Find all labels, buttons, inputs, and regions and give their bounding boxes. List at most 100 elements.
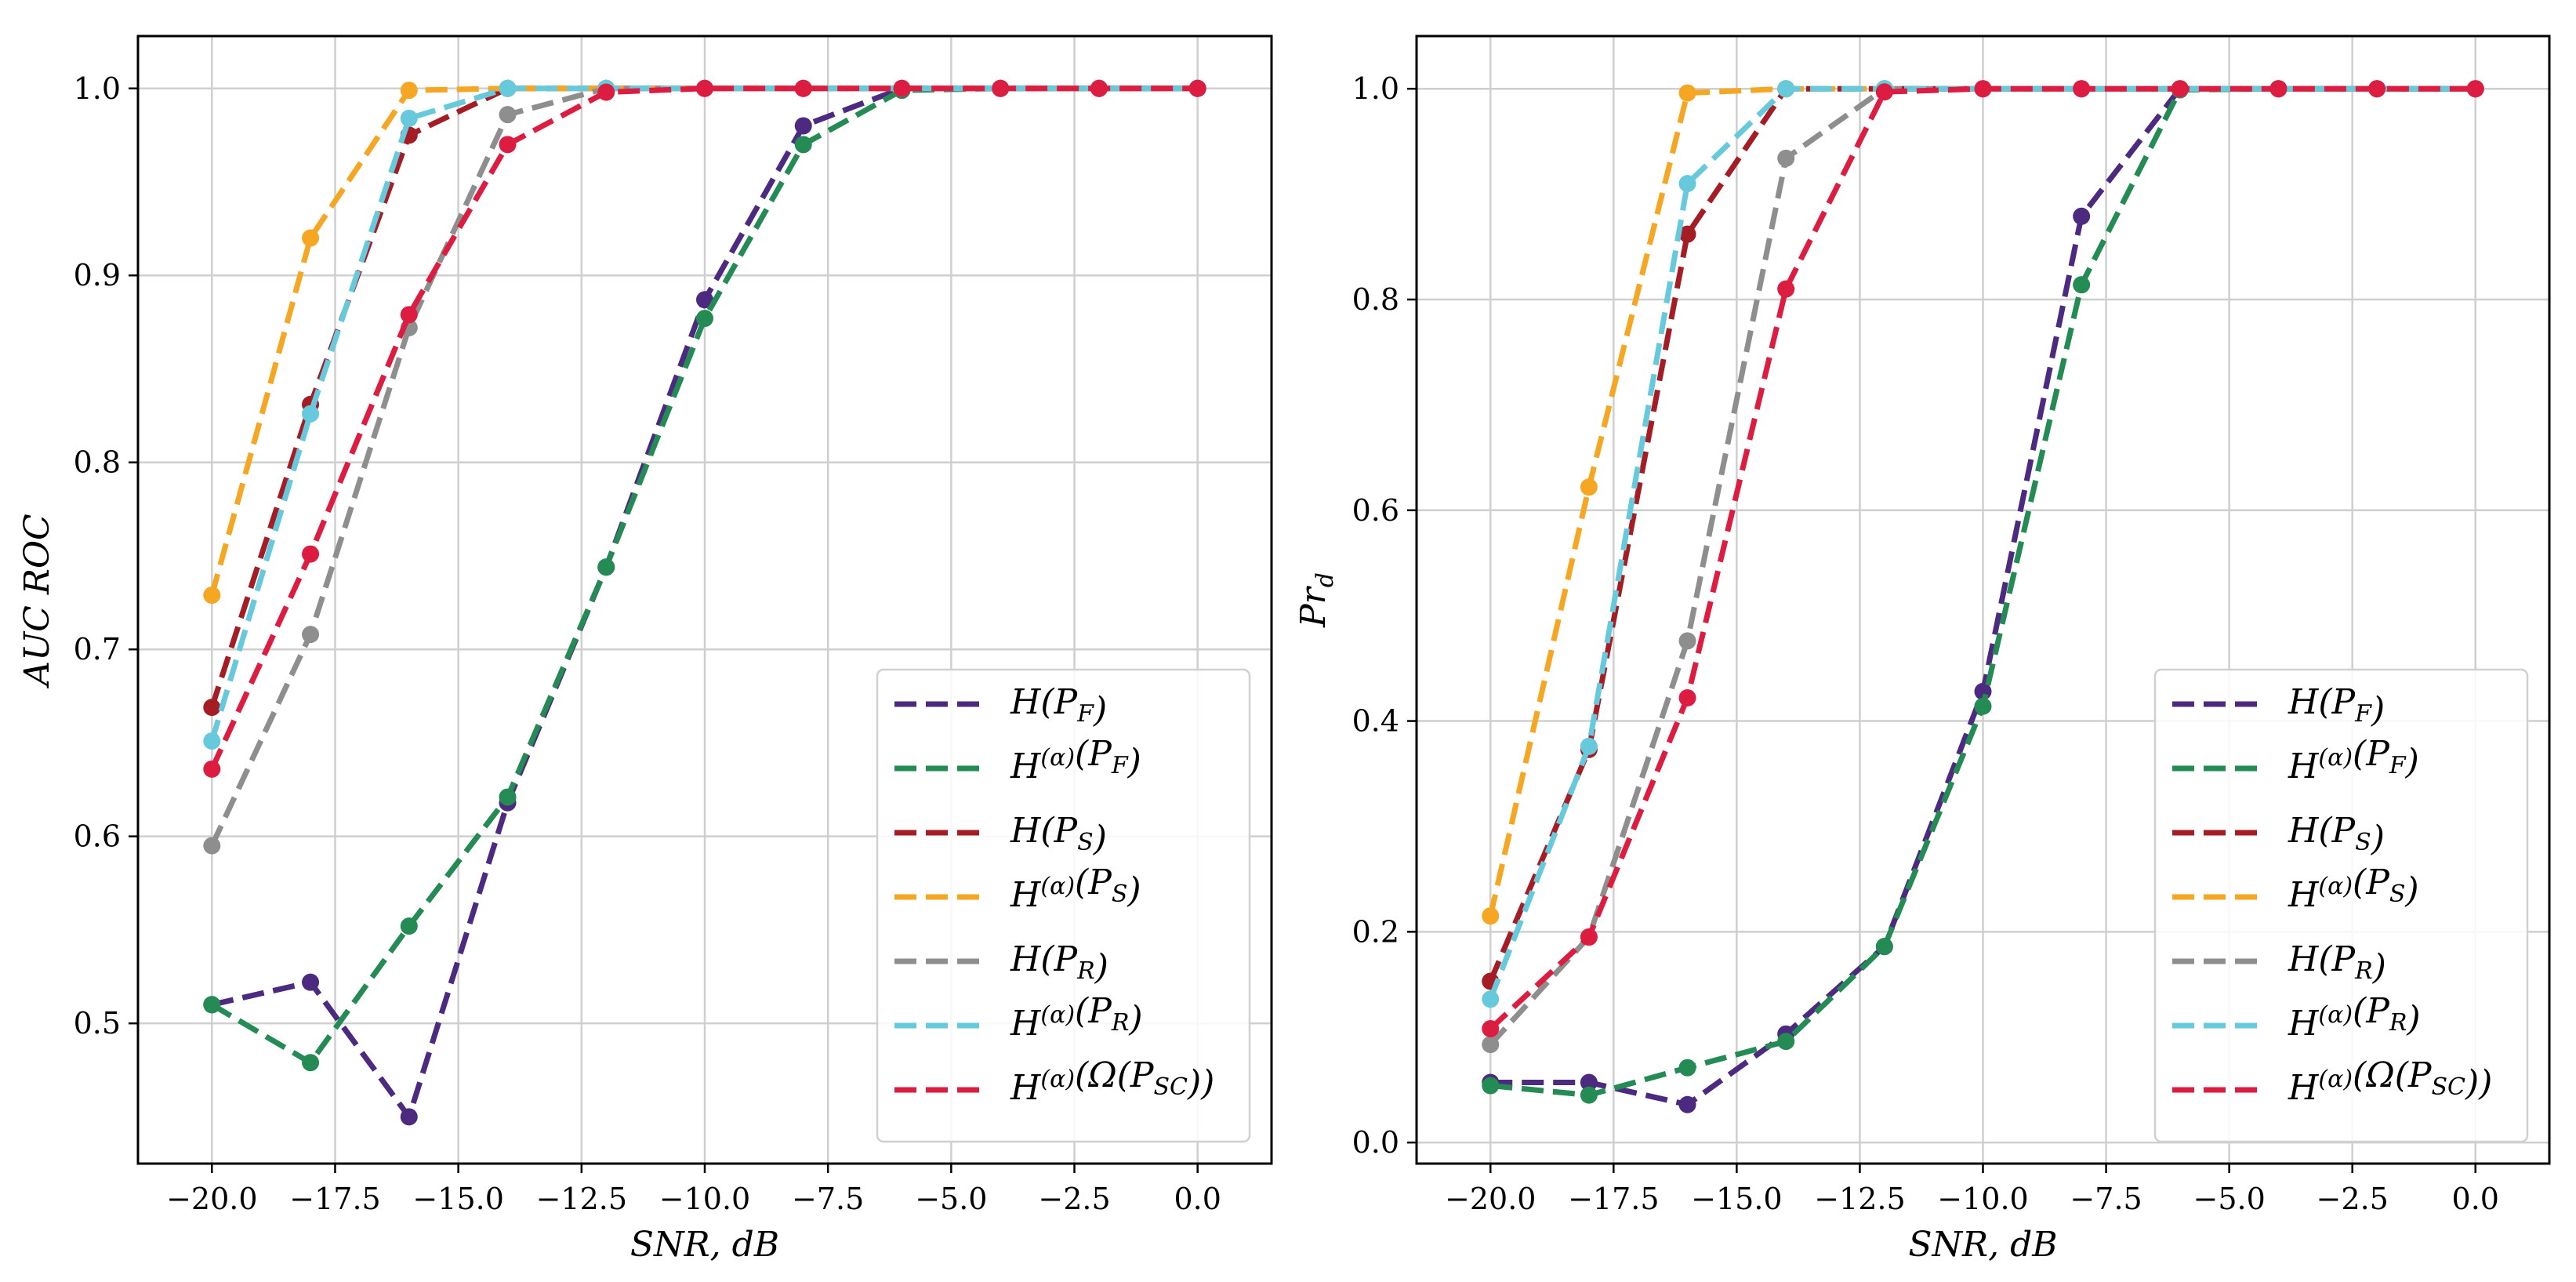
x-tick-label: −10.0 <box>659 1182 750 1216</box>
x-axis-label: SNR, dB <box>630 1225 779 1265</box>
data-point <box>1580 1073 1598 1091</box>
data-point <box>302 545 320 563</box>
y-tick-label: 0.0 <box>1352 1125 1399 1160</box>
data-point <box>1482 990 1500 1008</box>
data-point <box>1777 80 1795 98</box>
legend-label: H(PS) <box>2288 811 2385 859</box>
data-point <box>400 82 418 100</box>
x-tick-label: −12.5 <box>1814 1182 1905 1216</box>
data-point <box>1580 928 1598 946</box>
legend-label: H(α)(Ω(PSC)) <box>2288 1055 2492 1108</box>
y-tick-label: 0.6 <box>1352 493 1399 528</box>
legend-label: H(PS) <box>1010 811 1107 859</box>
data-point <box>1580 737 1598 755</box>
data-point <box>1974 80 1992 98</box>
data-point <box>400 109 418 127</box>
legend-label: H(α)(PR) <box>2288 991 2421 1044</box>
x-tick-label: −5.0 <box>2193 1182 2265 1216</box>
y-tick-label: 0.7 <box>74 632 121 666</box>
x-tick-label: −2.5 <box>1038 1182 1110 1216</box>
data-point <box>499 136 517 154</box>
series-line <box>210 85 1198 1066</box>
y-tick-label: 0.4 <box>1352 704 1399 739</box>
data-point <box>2073 276 2091 294</box>
data-point <box>597 558 615 576</box>
data-point <box>302 626 320 644</box>
data-point <box>1678 1095 1696 1113</box>
series-line <box>209 85 1198 771</box>
data-point <box>696 79 713 97</box>
series-6 <box>1482 80 2484 1037</box>
data-point <box>893 79 911 97</box>
right-chart-panel: −20.0 −17.5 −15.0 −12.5 −10.0 −7.5 −5.0 −2.5 0.0… <box>1293 35 2551 1265</box>
data-point <box>794 79 812 97</box>
data-point <box>1875 938 1893 956</box>
data-point <box>1188 79 1206 97</box>
data-point <box>203 587 221 605</box>
legend: H(PF)H(α)(PF) H(PS)H(α)(PS) H(PR)H(α)(PR) H… <box>876 668 1251 1143</box>
data-point <box>597 83 615 101</box>
x-axis-label: SNR, dB <box>1908 1225 2057 1265</box>
x-tick-label: −7.5 <box>792 1182 864 1216</box>
data-point <box>1580 1086 1598 1104</box>
legend-label: H(α)(PF) <box>1010 734 1141 786</box>
data-point <box>1090 79 1108 97</box>
data-point <box>499 79 517 97</box>
data-point <box>302 405 320 423</box>
data-point <box>302 1054 320 1072</box>
data-point <box>794 117 812 135</box>
legend-label: H(PR) <box>1010 939 1108 987</box>
data-point <box>2466 80 2484 98</box>
y-axis-label: Prd <box>1293 572 1339 628</box>
x-tick-label: −7.5 <box>2070 1182 2142 1216</box>
series-6 <box>203 79 1206 778</box>
data-point <box>1678 688 1696 706</box>
y-axis-label: AUC ROC <box>17 514 57 688</box>
legend: H(PF)H(α)(PF) H(PS)H(α)(PS) H(PR)H(α)(PR) H… <box>2153 668 2529 1143</box>
left-chart-panel: −20.0 −17.5 −15.0 −12.5 −10.0 −7.5 −5.0 −2.5 0.0… <box>17 35 1273 1265</box>
x-tick-label: 0.0 <box>1174 1182 1221 1216</box>
x-tick-label: −5.0 <box>915 1182 987 1216</box>
y-tick-label: 1.0 <box>1352 71 1399 106</box>
data-point <box>2368 80 2386 98</box>
data-point <box>203 732 221 750</box>
y-tick-label: 0.6 <box>74 819 121 854</box>
data-point <box>1580 478 1598 496</box>
x-tick-label: −17.5 <box>1568 1182 1659 1216</box>
x-tick-label: −2.5 <box>2317 1182 2389 1216</box>
data-point <box>1777 149 1795 167</box>
data-point <box>400 306 418 324</box>
x-tick-label: −20.0 <box>1445 1182 1536 1216</box>
data-point <box>2073 80 2091 98</box>
data-point <box>302 973 320 991</box>
legend-label: H(PR) <box>2288 939 2386 987</box>
data-point <box>696 310 713 328</box>
x-tick-label: −15.0 <box>412 1182 503 1216</box>
data-point <box>400 1108 418 1126</box>
data-point <box>1678 84 1696 102</box>
data-point <box>203 699 221 717</box>
legend-label: H(α)(PF) <box>2288 734 2419 786</box>
y-tick-label: 1.0 <box>74 71 121 106</box>
data-point <box>1482 1036 1500 1054</box>
y-tick-label: 0.5 <box>74 1006 121 1040</box>
data-point <box>203 996 221 1014</box>
data-point <box>1482 1077 1500 1095</box>
y-tick-label: 0.2 <box>1352 914 1399 949</box>
data-point <box>1678 175 1696 193</box>
data-point <box>1678 1059 1696 1077</box>
legend-label: H(α)(PR) <box>1010 991 1143 1044</box>
data-point <box>400 917 418 935</box>
x-tick-label: −17.5 <box>289 1182 380 1216</box>
data-point <box>499 788 517 806</box>
legend-label: H(α)(Ω(PSC)) <box>1010 1055 1214 1108</box>
legend-label: H(α)(PS) <box>2288 863 2419 915</box>
data-point <box>1678 225 1696 243</box>
x-tick-label: −10.0 <box>1937 1182 2028 1216</box>
legend-label: H(PF) <box>2288 682 2385 730</box>
x-tick-label: 0.0 <box>2452 1182 2499 1216</box>
x-tick-label: −12.5 <box>536 1182 627 1216</box>
data-point <box>1482 907 1500 925</box>
y-tick-label: 0.9 <box>74 258 121 292</box>
data-point <box>1875 83 1893 101</box>
